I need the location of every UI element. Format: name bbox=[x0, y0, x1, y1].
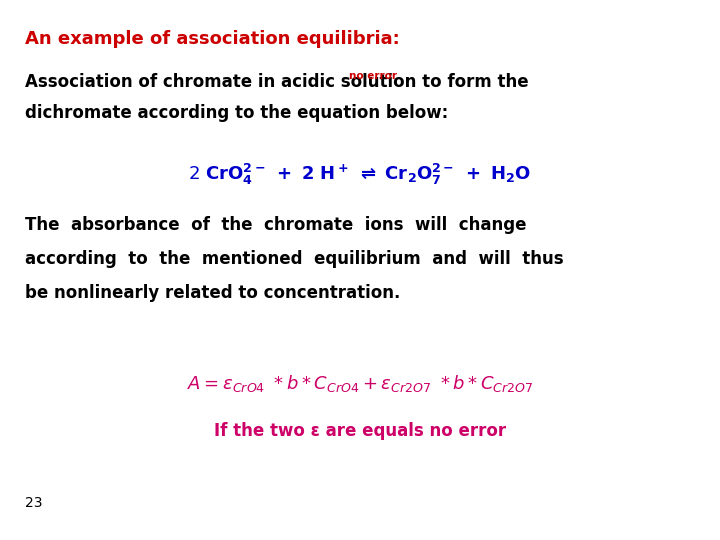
Text: $A = \varepsilon_{CrO4}\ *b*C_{CrO4} + \varepsilon_{Cr2O7}\ *b*C_{Cr2O7}$: $A = \varepsilon_{CrO4}\ *b*C_{CrO4} + \… bbox=[186, 373, 534, 394]
Text: no error: no error bbox=[349, 71, 397, 82]
Text: If the two ε are equals no error: If the two ε are equals no error bbox=[214, 422, 506, 440]
Text: be nonlinearly related to concentration.: be nonlinearly related to concentration. bbox=[25, 284, 400, 302]
Text: according  to  the  mentioned  equilibrium  and  will  thus: according to the mentioned equilibrium a… bbox=[25, 250, 564, 268]
Text: dichromate according to the equation below:: dichromate according to the equation bel… bbox=[25, 104, 449, 122]
Text: An example of association equilibria:: An example of association equilibria: bbox=[25, 30, 400, 48]
Text: Association of chromate in acidic solution to form the: Association of chromate in acidic soluti… bbox=[25, 73, 528, 91]
Text: 23: 23 bbox=[25, 496, 42, 510]
Text: The  absorbance  of  the  chromate  ions  will  change: The absorbance of the chromate ions will… bbox=[25, 216, 527, 234]
Text: $2\ \mathbf{CrO_4^{2-}\ +\ 2\ H^+\ \rightleftharpoons\ Cr_2O_7^{2-}\ +\ H_2O}$: $2\ \mathbf{CrO_4^{2-}\ +\ 2\ H^+\ \righ… bbox=[189, 162, 531, 187]
